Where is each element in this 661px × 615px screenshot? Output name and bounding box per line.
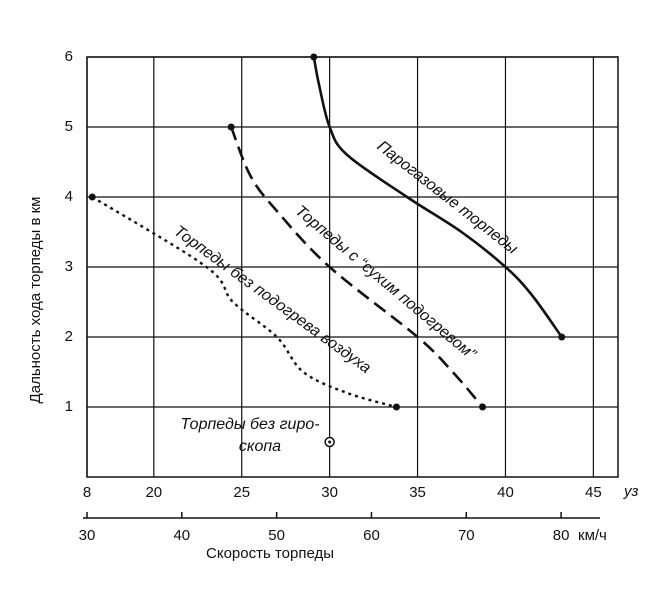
x-tick-label: 45 [585, 484, 602, 501]
end-point [88, 193, 96, 201]
x-tick-label: 25 [233, 484, 250, 501]
x-tick-label: 30 [321, 484, 338, 501]
end-point [479, 403, 487, 411]
y-axis-label: Дальность хода торпеды в км [27, 197, 44, 404]
end-point [227, 123, 235, 131]
series-line [91, 195, 397, 409]
y-tick-label: 1 [65, 398, 73, 415]
x-tick-label: 8 [83, 484, 91, 501]
end-point [392, 403, 400, 411]
series-label: скопа [239, 438, 281, 455]
x2-tick-label: 30 [79, 527, 96, 544]
x2-tick-label: 50 [268, 527, 285, 544]
series-line [229, 126, 484, 408]
data-point-core [328, 440, 332, 444]
series-line [312, 56, 563, 338]
end-point [310, 53, 318, 61]
x-tick-label: 40 [497, 484, 514, 501]
x-unit: уз [623, 483, 639, 500]
x-axis-label: Скорость торпеды [206, 545, 334, 562]
x2-tick-label: 40 [173, 527, 190, 544]
x-tick-label: 35 [409, 484, 426, 501]
x-tick-label: 20 [145, 484, 162, 501]
y-tick-label: 4 [65, 188, 73, 205]
x2-unit: км/ч [578, 527, 607, 544]
x2-tick-label: 60 [363, 527, 380, 544]
y-tick-label: 6 [65, 48, 73, 65]
end-point [558, 333, 566, 341]
y-tick-label: 5 [65, 118, 73, 135]
x2-tick-label: 80 [553, 527, 570, 544]
y-tick-label: 3 [65, 258, 73, 275]
series-label: Торпеды без гиро- [180, 416, 319, 433]
series-label: Парогазовые торпеды [374, 138, 521, 258]
y-tick-label: 2 [65, 328, 73, 345]
x2-tick-label: 70 [458, 527, 475, 544]
